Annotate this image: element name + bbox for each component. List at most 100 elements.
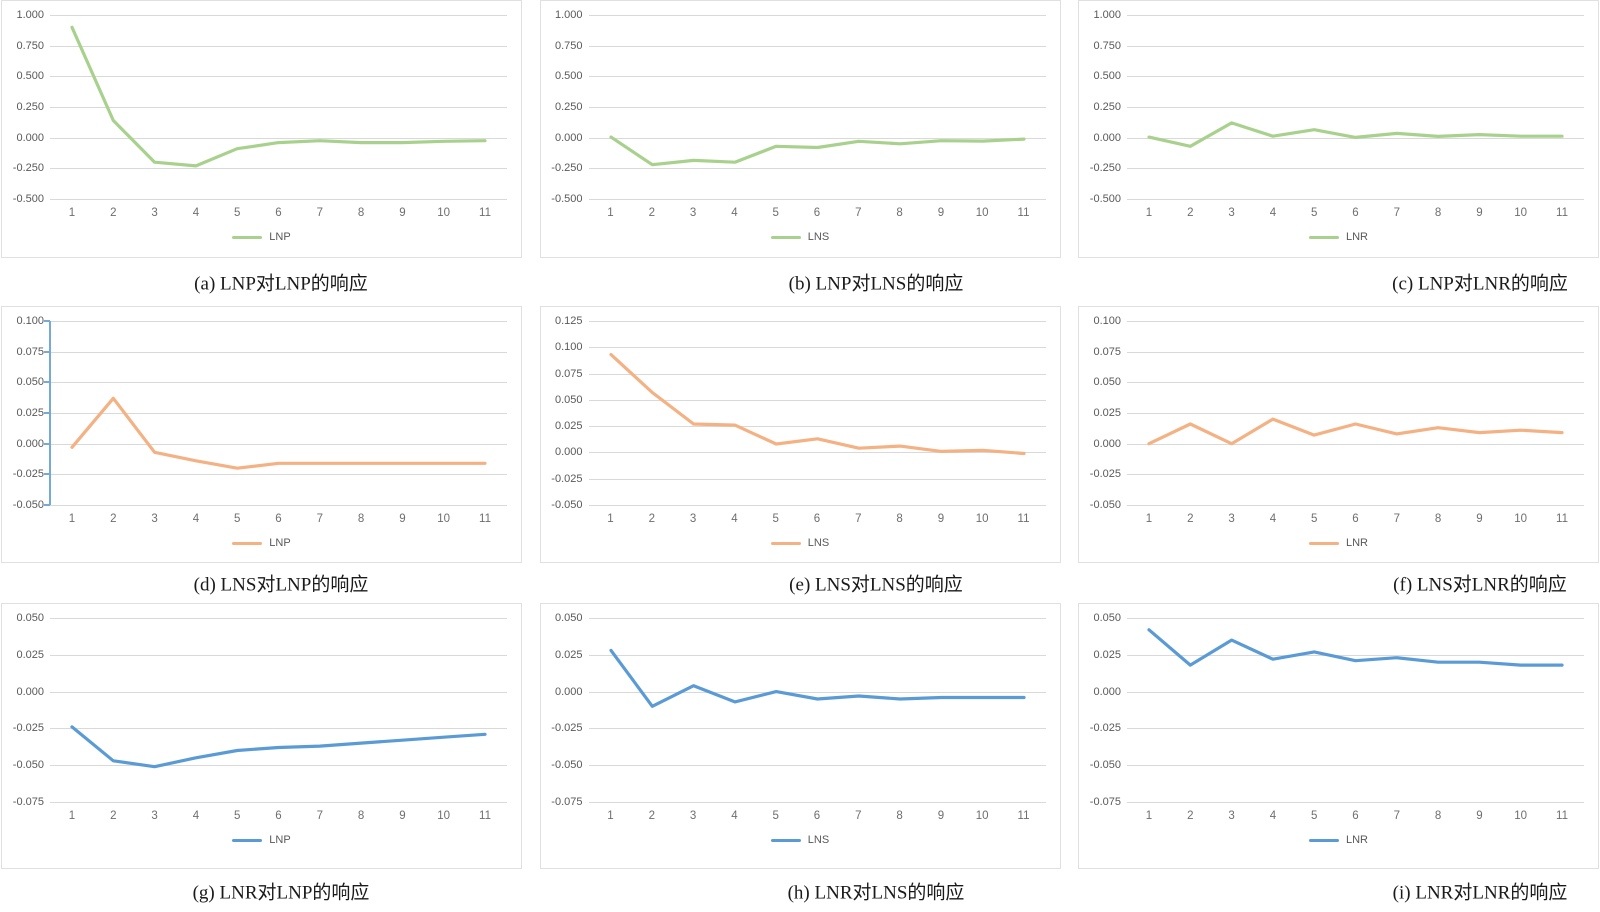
x-axis-tick-label: 9 — [399, 207, 406, 219]
y-axis-tick-label: 0.000 — [1093, 131, 1121, 144]
x-axis-tick-labels: 1 2 3 4 5 6 7 8 9 10 11 — [50, 513, 507, 531]
y-axis-tick-mark — [44, 412, 50, 414]
gridline — [1127, 15, 1584, 16]
chart-panel-e: 0.125 0.100 0.075 0.050 0.025 0.000 -0.025 -0.0… — [539, 306, 1061, 563]
x-axis-tick-label: 9 — [399, 513, 406, 525]
x-axis-tick-label: 1 — [1145, 810, 1153, 822]
x-axis-tick-label: 3 — [689, 207, 697, 219]
y-axis-tick-label: 0.075 — [1093, 345, 1121, 358]
x-axis-tick-label: 11 — [1017, 810, 1030, 822]
chart-panel-g: 0.050 0.025 0.000 -0.025 -0.050 -0.075 1 2 3 4 5 6… — [1, 603, 522, 869]
chart-panel-h: 0.050 0.025 0.000 -0.025 -0.050 -0.075 1 2 3 4 5 6… — [539, 603, 1061, 869]
x-axis-tick-label: 1 — [1145, 513, 1153, 525]
x-axis-tick-label: 2 — [110, 513, 117, 525]
y-axis-tick-label: 0.075 — [16, 345, 44, 358]
chart-caption-f: (f) LNS对LNR的响应 — [1393, 574, 1567, 596]
y-axis-tick-label: 0.250 — [1093, 101, 1121, 113]
x-axis-tick-label: 4 — [1269, 810, 1277, 822]
x-axis-tick-label: 3 — [689, 810, 697, 822]
x-axis-tick-label: 2 — [648, 207, 655, 219]
gridline — [50, 321, 507, 322]
chart-panel-i: 0.050 0.025 0.000 -0.025 -0.050 -0.075 1 2 3 4 5 6… — [1078, 603, 1599, 869]
y-axis-tick-label: 0.125 — [554, 315, 583, 327]
plot-area: 1.000 0.750 0.500 0.250 0.000 -0.250 -0.500 — [551, 9, 1046, 205]
x-axis-tick-label: 5 — [1310, 513, 1318, 525]
y-axis-tick-label: 0.500 — [554, 70, 583, 83]
y-axis-tick-label: 0.050 — [554, 393, 583, 406]
x-axis-tick-label: 11 — [1556, 810, 1568, 822]
x-axis-tick-label: 1 — [68, 513, 76, 525]
chart-caption-c: (c) LNP对LNR的响应 — [1392, 273, 1568, 295]
legend-label: LNP — [269, 834, 291, 846]
y-axis-tick-label: 0.100 — [554, 341, 583, 354]
chart-caption-a: (a) LNP对LNP的响应 — [194, 273, 368, 295]
gridline — [1127, 413, 1584, 414]
x-axis-tick-label: 3 — [1228, 513, 1235, 525]
x-axis-tick-label: 6 — [275, 513, 282, 525]
x-axis-tick-label: 5 — [772, 810, 779, 822]
legend-line-swatch — [232, 838, 263, 842]
x-axis-tick-label: 1 — [607, 810, 614, 822]
legend-line-swatch — [1308, 541, 1339, 545]
line-series-lns — [608, 352, 1026, 456]
x-axis-tick-label: 8 — [357, 810, 365, 822]
chart-row-2: 0.100 0.075 0.050 0.025 0.000 -0.025 -0.050 1 2… — [0, 306, 1600, 563]
x-axis-tick-label: 2 — [648, 513, 655, 525]
x-axis-tick-label: 4 — [1269, 513, 1277, 525]
gridline — [1127, 443, 1584, 445]
gridline — [588, 802, 1046, 803]
gridline — [1127, 168, 1584, 170]
gridline — [1127, 618, 1584, 619]
legend: LNS — [541, 834, 1060, 846]
gridline — [588, 137, 1046, 139]
gridline — [50, 728, 507, 730]
gridline — [588, 199, 1046, 200]
gridline — [588, 691, 1046, 693]
gridline — [588, 452, 1046, 454]
gridline — [1127, 765, 1584, 767]
y-axis-tick-label: 0.050 — [16, 376, 44, 389]
y-axis-tick-label: -0.050 — [12, 759, 44, 772]
y-axis-tick-label: -0.050 — [1089, 759, 1121, 772]
legend: LNP — [2, 834, 521, 846]
x-axis-tick-label: 6 — [813, 810, 821, 822]
x-axis-tick-label: 10 — [1514, 513, 1528, 525]
x-axis-tick-label: 4 — [731, 207, 738, 219]
y-axis-tick-label: 0.750 — [16, 39, 44, 52]
x-axis-tick-label: 3 — [151, 810, 158, 822]
y-axis-tick-mark — [44, 320, 50, 322]
x-axis-tick-label: 6 — [275, 207, 282, 219]
legend-label: LNS — [807, 834, 830, 846]
x-axis-tick-label: 10 — [437, 513, 451, 525]
gridline — [588, 728, 1046, 730]
y-axis-tick-label: 1.000 — [1093, 9, 1121, 21]
legend: LNR — [1079, 537, 1598, 549]
x-axis-tick-label: 4 — [1269, 207, 1277, 219]
chart-caption-b: (b) LNP对LNS的响应 — [788, 273, 964, 295]
legend: LNR — [1079, 834, 1598, 846]
x-axis-tick-label: 3 — [689, 513, 697, 525]
gridline — [588, 399, 1046, 401]
x-axis-tick-labels: 1 2 3 4 5 6 7 8 9 10 11 — [50, 207, 507, 225]
gridline — [50, 691, 507, 693]
y-axis-tick-label: -0.025 — [1089, 468, 1121, 481]
y-axis-tick-label: -0.025 — [12, 722, 44, 735]
y-axis-tick-label: -0.250 — [1089, 162, 1121, 175]
gridline — [50, 765, 507, 767]
y-axis-tick-label: -0.025 — [1089, 722, 1121, 735]
legend-line-swatch — [1308, 235, 1339, 239]
y-axis-tick-label: 0.750 — [554, 39, 583, 52]
y-axis-tick-label: 0.000 — [16, 437, 44, 450]
line-series-lnp — [70, 725, 487, 769]
y-axis-tick-label: 0.000 — [16, 131, 44, 144]
y-axis-tick-label: -0.025 — [551, 472, 583, 485]
caption-row-1: (a) LNP对LNP的响应 (b) LNP对LNS的响应 (c) LNP对LNR的… — [0, 258, 1600, 306]
y-axis-tick-label: 0.050 — [1093, 376, 1121, 389]
x-axis-tick-label: 2 — [1187, 810, 1194, 822]
x-axis-tick-label: 8 — [357, 513, 365, 525]
x-axis-tick-label: 11 — [1017, 513, 1030, 525]
gridline — [50, 45, 507, 47]
legend: LNR — [1079, 231, 1598, 243]
x-axis-tick-label: 5 — [233, 810, 241, 822]
y-axis-tick-mark — [44, 350, 50, 353]
